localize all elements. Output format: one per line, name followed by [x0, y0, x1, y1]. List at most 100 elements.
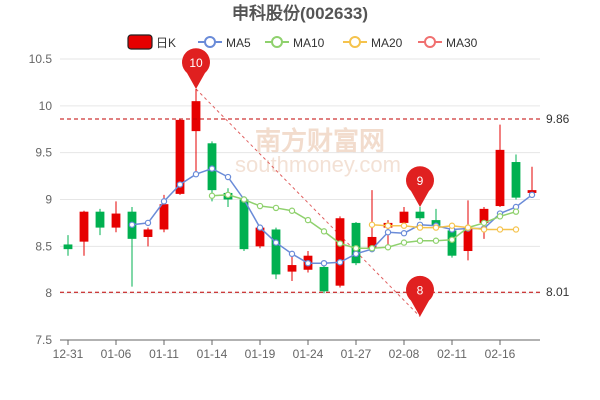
legend-swatch	[271, 36, 283, 48]
candle	[143, 227, 153, 247]
candle-body	[79, 211, 89, 242]
candle	[511, 154, 521, 200]
y-tick-label: 8	[45, 286, 52, 300]
ma-line-ma20	[371, 224, 516, 231]
candle-body	[463, 227, 473, 252]
ma-point-ma20	[400, 222, 408, 229]
candle-body	[527, 190, 537, 193]
x-tick-label: 02-11	[437, 347, 467, 361]
candle	[191, 88, 201, 174]
candle-body	[255, 227, 265, 247]
ma-point-ma10	[480, 219, 488, 227]
candle-body	[271, 229, 281, 275]
candle-body	[111, 213, 121, 228]
legend-label: 日K	[156, 36, 176, 50]
candle	[319, 265, 329, 294]
ma-point-ma5	[160, 198, 168, 205]
y-tick-label: 10.5	[29, 52, 53, 66]
ma-point-ma10	[448, 236, 456, 243]
legend-label: MA20	[371, 36, 403, 50]
x-tick-label: 02-16	[485, 347, 516, 361]
ma-point-ma5	[192, 171, 200, 178]
candle-body	[287, 265, 297, 272]
grid	[60, 58, 540, 341]
x-tick-label: 02-08	[389, 347, 420, 361]
candle	[351, 221, 361, 266]
legend[interactable]: 日K MA5 MA10 MA20 MA30	[127, 34, 478, 50]
candle	[111, 201, 121, 233]
x-tick-label: 01-11	[149, 347, 179, 361]
ma-point-ma5	[272, 239, 280, 246]
candle-body	[511, 162, 521, 198]
ma-point-ma10	[288, 207, 296, 214]
legend-item-ma5[interactable]: MA5	[198, 36, 251, 50]
x-axis: 12-31 01-06 01-11 01-14 01-19 01-24 01-27 02-08…	[53, 339, 540, 361]
candle	[335, 216, 345, 288]
ma-point-ma10	[400, 239, 408, 246]
candle	[415, 206, 425, 221]
legend-label: MA30	[446, 36, 478, 50]
markers: 10 9 8	[182, 48, 434, 317]
legend-item-日k[interactable]: 日K	[127, 34, 176, 50]
trend-line-dashed	[195, 88, 421, 317]
reference-lines: 9.86 8.01	[60, 112, 570, 299]
legend-item-ma30[interactable]: MA30	[418, 36, 478, 50]
marker-pin-shape	[405, 275, 434, 317]
candle-body	[447, 230, 457, 256]
marker-pin: 9	[405, 166, 434, 207]
legend-swatch	[127, 34, 153, 50]
y-tick-label: 10	[39, 99, 53, 113]
marker-label: 9	[417, 174, 424, 188]
legend-swatch	[349, 36, 361, 48]
trend-line	[195, 88, 421, 317]
marker-pin: 10	[182, 48, 210, 89]
ma-point-ma10	[384, 244, 392, 251]
candle-body	[399, 211, 409, 223]
legend-label: MA10	[293, 36, 325, 50]
candle-body	[479, 208, 489, 223]
ma-point-ma20	[480, 226, 488, 233]
candle-body	[63, 244, 73, 250]
x-tick-label: 01-27	[341, 347, 372, 361]
legend-item-ma20[interactable]: MA20	[343, 36, 403, 50]
marker-pin-shape	[405, 166, 434, 207]
candle-body	[175, 119, 185, 194]
legend-swatch	[424, 36, 436, 48]
ma-point-ma5	[144, 219, 152, 227]
candle-body	[143, 229, 153, 237]
ma-point-ma10	[368, 245, 376, 252]
ma-point-ma5	[336, 259, 344, 266]
ma-point-ma5	[384, 229, 392, 236]
watermark-text: 南方财富网	[255, 126, 385, 156]
reference-label: 9.86	[546, 112, 570, 126]
ma-point-ma20	[432, 224, 440, 231]
ma-point-ma10	[304, 216, 312, 224]
ma-point-ma10	[224, 191, 232, 199]
ma-point-ma5	[128, 221, 136, 228]
ma-point-ma5	[352, 250, 360, 258]
ma-point-ma20	[384, 222, 392, 229]
ma-point-ma10	[496, 213, 504, 220]
y-tick-label: 9.5	[35, 146, 52, 160]
candle-body	[335, 218, 345, 286]
ma-point-ma20	[464, 224, 472, 231]
ma-point-ma20	[448, 222, 456, 229]
y-tick-label: 7.5	[35, 333, 52, 347]
x-tick-label: 01-19	[245, 347, 276, 361]
ma-point-ma10	[416, 237, 424, 244]
legend-item-ma10[interactable]: MA10	[265, 36, 325, 50]
legend-swatch	[204, 36, 216, 48]
ma-point-ma5	[224, 173, 232, 181]
marker-label: 8	[417, 284, 424, 298]
ma-point-ma10	[272, 204, 280, 212]
ma-point-ma10	[208, 192, 216, 199]
ma-point-ma5	[208, 165, 216, 172]
legend-label: MA5	[226, 36, 251, 50]
marker-pin: 8	[405, 275, 434, 317]
ma-point-ma5	[288, 250, 296, 258]
candle-body	[367, 236, 377, 249]
candle	[239, 197, 249, 252]
y-axis: 7.5 8 8.5 9 9.5 10 10.5	[29, 52, 53, 347]
candle-body	[159, 204, 169, 230]
